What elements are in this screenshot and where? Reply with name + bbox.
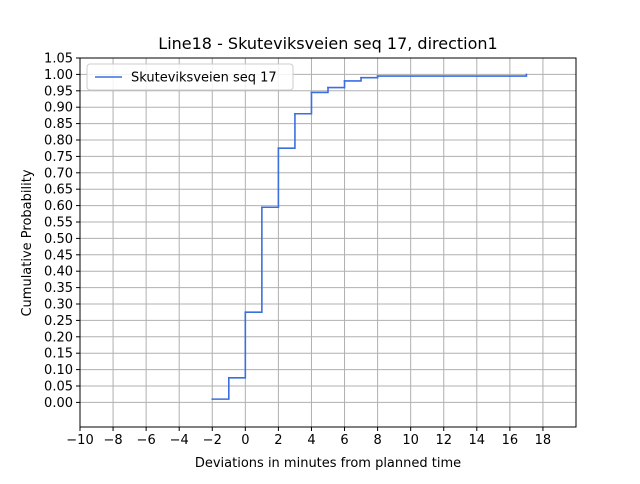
y-tick-label: 0.90 bbox=[44, 101, 73, 116]
y-tick-label: 0.50 bbox=[44, 232, 73, 247]
y-tick-label: 0.55 bbox=[44, 216, 73, 231]
x-tick-label: −6 bbox=[137, 433, 156, 448]
x-tick-label: 18 bbox=[535, 433, 552, 448]
x-tick-label: 0 bbox=[241, 433, 249, 448]
x-axis-label: Deviations in minutes from planned time bbox=[195, 456, 461, 471]
y-tick-label: 0.35 bbox=[44, 281, 73, 296]
data-point bbox=[327, 86, 329, 89]
x-tick-label: 6 bbox=[340, 433, 348, 448]
series-layer bbox=[211, 73, 528, 401]
y-tick-label: 0.60 bbox=[44, 199, 73, 214]
x-tick-label: 14 bbox=[469, 433, 486, 448]
y-tick-label: 0.75 bbox=[44, 150, 73, 165]
y-tick-label: 0.05 bbox=[44, 380, 73, 395]
y-tick-label: 0.10 bbox=[44, 363, 73, 378]
y-axis: 0.000.05 0.100.15 0.200.250.30 0.350.40 0.45… bbox=[44, 52, 80, 411]
legend-label: Skuteviksveien seq 17 bbox=[131, 71, 277, 86]
data-point bbox=[310, 91, 313, 94]
x-tick-label: 12 bbox=[435, 433, 452, 448]
data-point bbox=[376, 75, 379, 77]
y-tick-label: 0.15 bbox=[44, 347, 73, 362]
data-point bbox=[227, 376, 230, 379]
y-tick-label: 0.20 bbox=[44, 330, 73, 345]
x-tick-label: 4 bbox=[307, 433, 315, 448]
chart-title: Line18 - Skuteviksveien seq 17, directio… bbox=[158, 34, 497, 53]
data-point bbox=[525, 73, 528, 76]
x-tick-label: −10 bbox=[66, 433, 93, 448]
y-tick-label: 0.85 bbox=[44, 117, 73, 132]
x-tick-label: −4 bbox=[170, 433, 189, 448]
y-tick-label: 0.80 bbox=[44, 134, 73, 149]
data-point bbox=[244, 311, 247, 314]
y-tick-label: 0.40 bbox=[44, 265, 73, 280]
y-tick-label: 0.65 bbox=[44, 183, 73, 198]
legend-box bbox=[86, 63, 294, 91]
y-tick-label: 1.00 bbox=[44, 68, 73, 83]
y-tick-label: 0.30 bbox=[44, 298, 73, 313]
series-line bbox=[212, 74, 528, 400]
x-tick-label: −8 bbox=[103, 433, 122, 448]
data-point bbox=[360, 76, 362, 79]
y-tick-label: 0.45 bbox=[44, 248, 73, 263]
x-tick-label: 8 bbox=[373, 433, 381, 448]
x-axis: −10 −8 −6 −4 −2 0 2 4 6 8 10 12 14 16 18 bbox=[66, 427, 551, 448]
y-tick-label: 0.70 bbox=[44, 166, 73, 181]
data-point bbox=[277, 147, 280, 150]
x-tick-label: −2 bbox=[203, 433, 222, 448]
x-tick-label: 16 bbox=[502, 433, 519, 448]
y-tick-label: 0.25 bbox=[44, 314, 73, 329]
data-point bbox=[343, 80, 346, 82]
y-tick-label: 0.00 bbox=[44, 396, 73, 411]
y-axis-label: Cumulative Probability bbox=[20, 169, 35, 316]
x-tick-label: 2 bbox=[274, 433, 282, 448]
data-point bbox=[211, 398, 214, 401]
y-tick-label: 0.95 bbox=[44, 84, 73, 99]
y-tick-label: 1.05 bbox=[44, 52, 73, 67]
data-point bbox=[260, 206, 263, 209]
legend: Skuteviksveien seq 17 bbox=[86, 63, 294, 91]
plot-frame bbox=[79, 57, 577, 428]
data-point bbox=[294, 112, 296, 115]
grid bbox=[79, 57, 576, 427]
x-tick-label: 10 bbox=[402, 433, 419, 448]
